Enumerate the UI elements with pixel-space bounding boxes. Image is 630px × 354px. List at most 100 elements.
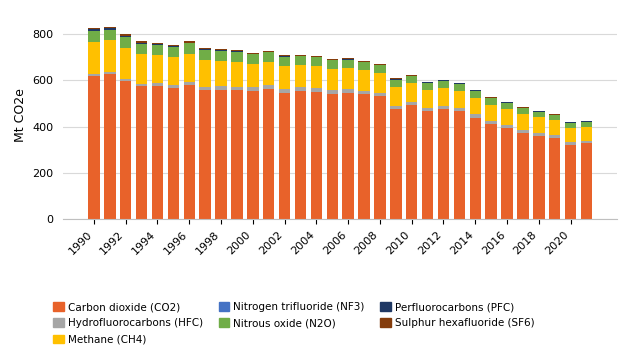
Bar xyxy=(152,44,163,45)
Bar xyxy=(183,43,195,55)
Bar xyxy=(469,118,481,219)
Bar xyxy=(374,97,386,219)
Bar xyxy=(168,85,179,88)
Bar xyxy=(533,136,544,219)
Bar xyxy=(517,130,529,133)
Bar xyxy=(549,115,561,120)
Bar xyxy=(406,102,418,105)
Bar xyxy=(565,142,576,145)
Bar xyxy=(104,74,115,219)
Bar xyxy=(263,51,275,52)
Bar xyxy=(136,44,147,55)
Bar xyxy=(200,49,211,50)
Bar xyxy=(517,107,529,108)
Bar xyxy=(247,87,258,91)
Bar xyxy=(374,65,386,73)
Bar xyxy=(231,62,243,86)
Bar xyxy=(311,66,322,88)
Bar xyxy=(581,143,592,219)
Bar xyxy=(215,61,227,86)
Bar xyxy=(152,56,163,84)
Bar xyxy=(104,30,115,40)
Bar xyxy=(343,60,354,68)
Bar xyxy=(343,68,354,89)
Legend: Carbon dioxide (CO2), Hydrofluorocarbons (HFC), Methane (CH4), Nitrogen trifluor: Carbon dioxide (CO2), Hydrofluorocarbons… xyxy=(49,298,539,349)
Bar xyxy=(469,90,481,91)
Bar xyxy=(486,97,497,98)
Bar xyxy=(581,141,592,143)
Bar xyxy=(501,109,513,125)
Bar xyxy=(343,93,354,219)
Bar xyxy=(136,55,147,84)
Bar xyxy=(231,50,243,51)
Bar xyxy=(311,92,322,219)
Bar xyxy=(279,55,290,56)
Bar xyxy=(247,55,258,64)
Bar xyxy=(120,34,132,36)
Bar xyxy=(358,61,370,62)
Bar xyxy=(263,52,275,62)
Bar xyxy=(183,41,195,42)
Bar xyxy=(549,135,561,138)
Bar xyxy=(200,50,211,60)
Bar xyxy=(438,81,449,88)
Bar xyxy=(390,80,401,87)
Bar xyxy=(581,121,592,127)
Bar xyxy=(200,48,211,49)
Bar xyxy=(215,49,227,50)
Bar xyxy=(183,82,195,85)
Bar xyxy=(533,112,544,117)
Bar xyxy=(454,84,465,91)
Bar xyxy=(231,91,243,219)
Bar xyxy=(104,40,115,72)
Bar xyxy=(311,57,322,66)
Bar xyxy=(565,145,576,219)
Bar xyxy=(263,85,275,89)
Bar xyxy=(136,41,147,42)
Bar xyxy=(136,84,147,86)
Bar xyxy=(406,75,418,76)
Bar xyxy=(454,83,465,84)
Bar xyxy=(406,105,418,219)
Bar xyxy=(549,114,561,115)
Bar xyxy=(279,57,290,66)
Bar xyxy=(469,98,481,114)
Bar xyxy=(88,42,100,74)
Bar xyxy=(231,51,243,52)
Bar xyxy=(374,64,386,65)
Bar xyxy=(326,59,338,60)
Bar xyxy=(326,90,338,94)
Bar xyxy=(326,94,338,219)
Bar xyxy=(88,28,100,29)
Bar xyxy=(168,57,179,85)
Bar xyxy=(374,73,386,93)
Bar xyxy=(263,62,275,85)
Bar xyxy=(390,87,401,106)
Bar xyxy=(501,102,513,103)
Bar xyxy=(326,60,338,69)
Bar xyxy=(438,88,449,106)
Bar xyxy=(295,56,306,65)
Bar xyxy=(183,85,195,219)
Bar xyxy=(311,56,322,57)
Bar xyxy=(200,60,211,86)
Bar xyxy=(152,45,163,55)
Bar xyxy=(295,91,306,219)
Bar xyxy=(390,79,401,80)
Bar xyxy=(549,120,561,135)
Bar xyxy=(183,42,195,43)
Bar xyxy=(88,74,100,76)
Bar xyxy=(120,36,132,37)
Bar xyxy=(295,87,306,91)
Bar xyxy=(247,91,258,219)
Bar xyxy=(501,103,513,109)
Bar xyxy=(136,42,147,44)
Bar xyxy=(486,98,497,104)
Bar xyxy=(358,91,370,95)
Bar xyxy=(358,95,370,219)
Bar xyxy=(168,45,179,46)
Bar xyxy=(168,46,179,47)
Bar xyxy=(358,70,370,91)
Bar xyxy=(231,52,243,62)
Bar xyxy=(533,133,544,136)
